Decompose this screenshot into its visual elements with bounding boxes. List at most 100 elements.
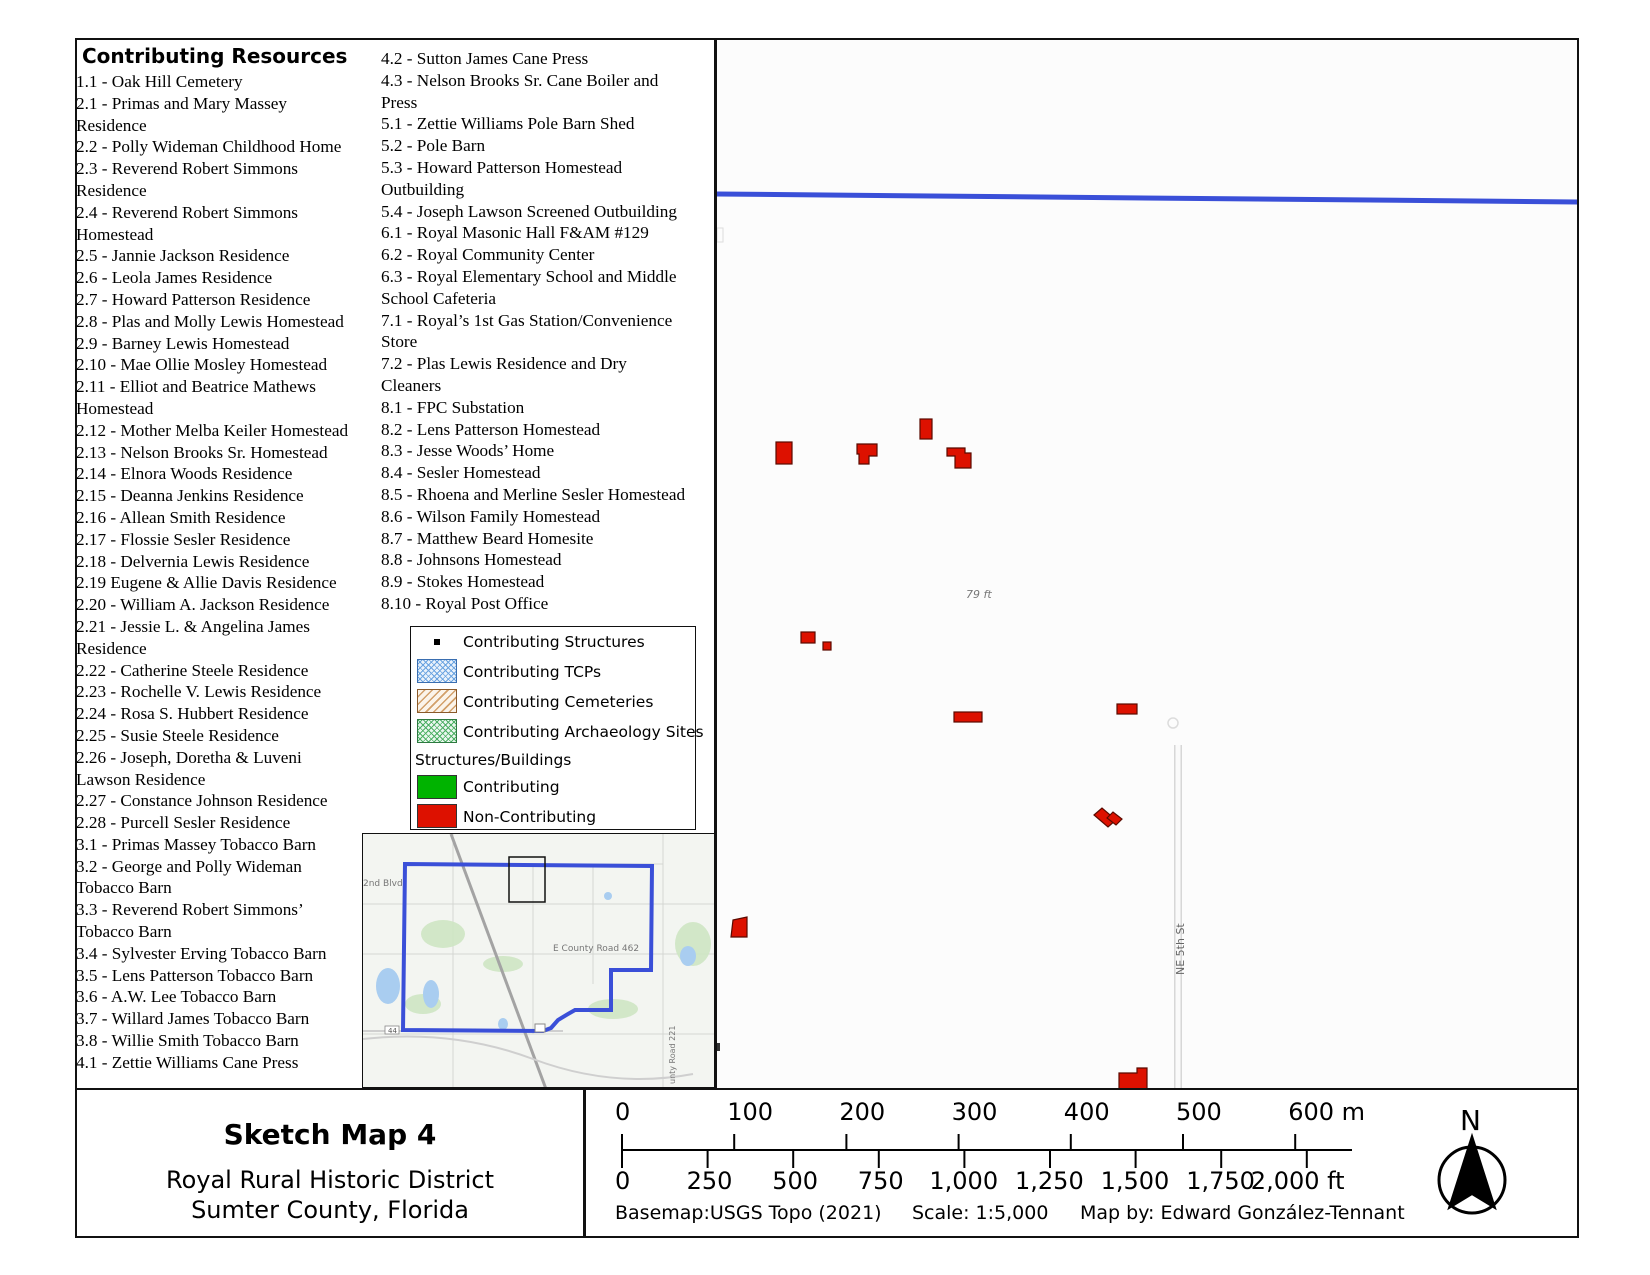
map-scale: Scale: 1:5,000	[912, 1202, 1049, 1224]
resource-list-item: Homestead	[76, 224, 154, 244]
resource-list-item: 1.1 - Oak Hill Cemetery	[76, 72, 243, 91]
legend-tcps-label: Contributing TCPs	[463, 663, 602, 681]
resource-list-item: Homestead	[76, 398, 154, 418]
meter-tick-label: 200	[839, 1098, 886, 1126]
resource-list-item: 2.19 Eugene & Allie Davis Residence	[76, 573, 337, 593]
scale-bar	[621, 1134, 1352, 1168]
meter-tick-label: 600 m	[1288, 1098, 1366, 1126]
road-end-marker	[1167, 717, 1179, 729]
meter-tick-label: 300	[951, 1098, 998, 1126]
inset-district-boundary	[400, 861, 655, 1034]
non-contributing-building	[730, 916, 748, 938]
resource-list-item: Outbuilding	[381, 179, 465, 199]
resource-list-item: 8.1 - FPC Substation	[381, 397, 525, 417]
non-contributing-building	[953, 711, 983, 723]
resource-list-item: Residence	[76, 180, 147, 200]
resource-list-item: 3.2 - George and Polly Wideman	[76, 856, 302, 876]
resource-list-item: 4.3 - Nelson Brooks Sr. Cane Boiler and	[381, 70, 659, 90]
resource-list-item: 2.21 - Jessie L. & Angelina James	[76, 616, 310, 636]
resources-column-1: 1.1 - Oak Hill Cemetery 2.1 - Primas and …	[76, 71, 348, 1074]
resource-list-item: 8.3 - Jesse Woods’ Home	[381, 441, 555, 461]
resource-list-item: 2.22 - Catherine Steele Residence	[76, 660, 309, 680]
resource-list-item: 4.2 - Sutton James Cane Press	[381, 49, 589, 68]
resource-list-item: 2.15 - Deanna Jenkins Residence	[76, 486, 304, 506]
resource-list-item: 3.3 - Reverend Robert Simmons’	[76, 900, 304, 920]
feet-tick-label: 1,000	[929, 1167, 999, 1195]
legend-non-contributing-label: Non-Contributing	[463, 808, 597, 826]
inset-extent-box	[508, 856, 546, 903]
resource-list-item: Cleaners	[381, 375, 442, 395]
resource-list-item: School Cafeteria	[381, 288, 497, 308]
non-contributing-building	[946, 447, 972, 469]
north-label: N	[1460, 1104, 1481, 1137]
county-name: Sumter County, Florida	[191, 1196, 469, 1224]
meter-tick-label: 100	[727, 1098, 773, 1126]
resource-list-item: Store	[381, 332, 418, 352]
resource-list-item: 2.11 - Elliot and Beatrice Mathews	[76, 377, 316, 397]
inset-road-label: E County Road 462	[553, 944, 639, 954]
resource-list-item: 8.8 - Johnsons Homestead	[381, 550, 562, 570]
resource-list-item: 2.24 - Rosa S. Hubbert Residence	[76, 704, 309, 724]
resource-list-item: 6.1 - Royal Masonic Hall F&AM #129	[381, 223, 649, 243]
legend-cemeteries-label: Contributing Cemeteries	[463, 693, 654, 711]
resource-list-item: 2.5 - Jannie Jackson Residence	[76, 246, 290, 266]
resource-list-item: 5.1 - Zettie Williams Pole Barn Shed	[381, 114, 635, 134]
district-name: Royal Rural Historic District	[165, 1166, 495, 1194]
resource-list-item: 2.20 - William A. Jackson Residence	[76, 595, 330, 615]
feet-tick-label: 750	[857, 1167, 904, 1195]
resource-list-item: 5.4 - Joseph Lawson Screened Outbuilding	[381, 201, 677, 221]
structure-point-icon	[434, 639, 440, 645]
inset-road2-label: unty Road 221	[668, 1026, 677, 1084]
contributing-swatch	[417, 775, 457, 799]
non-contributing-building	[822, 641, 832, 651]
inset-canvas: 2nd Blvd E County Road 462 unty Road 221…	[363, 834, 714, 1087]
legend-structures-label: Contributing Structures	[463, 633, 645, 651]
resource-list-item: 5.3 - Howard Patterson Homestead	[381, 157, 623, 177]
cemetery-swatch	[417, 689, 457, 713]
feet-tick-label: 1,250	[1015, 1167, 1084, 1195]
feet-tick-label: 0	[615, 1167, 631, 1195]
inset-map: 2nd Blvd E County Road 462 unty Road 221…	[362, 833, 715, 1088]
resource-list-item: 8.6 - Wilson Family Homestead	[381, 506, 601, 526]
resource-list-item: 2.4 - Reverend Robert Simmons	[76, 202, 298, 222]
resource-list-item: 2.28 - Purcell Sesler Residence	[76, 813, 291, 833]
resource-list-item: Residence	[76, 638, 147, 658]
resource-list-item: Tobacco Barn	[76, 878, 172, 898]
map-author: Map by: Edward González-Tennant	[1080, 1202, 1405, 1224]
resource-list-item: 2.9 - Barney Lewis Homestead	[76, 333, 290, 353]
main-map: 79 ft NE 5th St	[715, 38, 1579, 1088]
legend: Contributing Structures Contributing TCP…	[410, 626, 704, 830]
non-contributing-building	[1118, 1067, 1148, 1088]
feet-tick-label: 250	[686, 1167, 733, 1195]
legend-contributing-label: Contributing	[463, 778, 560, 796]
resource-list-item: 2.2 - Polly Wideman Childhood Home	[76, 137, 342, 157]
district-boundary-line	[717, 191, 1577, 205]
resource-list-item: 8.10 - Royal Post Office	[381, 593, 549, 613]
resource-list-item: 2.7 - Howard Patterson Residence	[76, 289, 311, 309]
resource-list-item: 2.1 - Primas and Mary Massey	[76, 93, 287, 113]
resource-list-item: 2.25 - Susie Steele Residence	[76, 725, 279, 745]
resource-list-item: 2.3 - Reverend Robert Simmons	[76, 159, 298, 179]
map-canvas: 79 ft NE 5th St	[717, 191, 1577, 1088]
resource-list-item: 3.4 - Sylvester Erving Tobacco Barn	[76, 943, 327, 963]
resource-list-item: 7.2 - Plas Lewis Residence and Dry	[381, 354, 627, 374]
legend-buildings-heading: Structures/Buildings	[415, 751, 572, 769]
resource-list-item: 2.6 - Leola James Residence	[76, 268, 273, 288]
resource-list-item: 8.2 - Lens Patterson Homestead	[381, 419, 601, 439]
resource-list-item: 6.2 - Royal Community Center	[381, 245, 595, 265]
resource-list-item: 3.7 - Willard James Tobacco Barn	[76, 1009, 310, 1029]
north-arrow-icon	[1437, 1132, 1507, 1215]
archaeology-swatch	[417, 719, 457, 743]
resource-list-item: 8.9 - Stokes Homestead	[381, 572, 545, 592]
street-label: NE 5th St	[1174, 923, 1187, 975]
resources-column-2: 4.2 - Sutton James Cane Press 4.3 - Nelso…	[381, 48, 685, 615]
inset-street-label: 2nd Blvd	[363, 879, 403, 889]
resource-list-item: 8.5 - Rhoena and Merline Sesler Homestea…	[381, 484, 686, 504]
resource-list-item: Tobacco Barn	[76, 922, 172, 942]
non-contributing-swatch	[417, 804, 457, 828]
title-block: Sketch Map 4 Royal Rural Historic Distri…	[75, 1088, 585, 1238]
feet-tick-label: 1,500	[1100, 1167, 1170, 1195]
scale-block: Basemap:USGS Topo (2021) Scale: 1:5,000 …	[584, 1088, 1579, 1238]
non-contributing-building	[800, 631, 816, 644]
resource-list-item: 2.8 - Plas and Molly Lewis Homestead	[76, 311, 344, 331]
